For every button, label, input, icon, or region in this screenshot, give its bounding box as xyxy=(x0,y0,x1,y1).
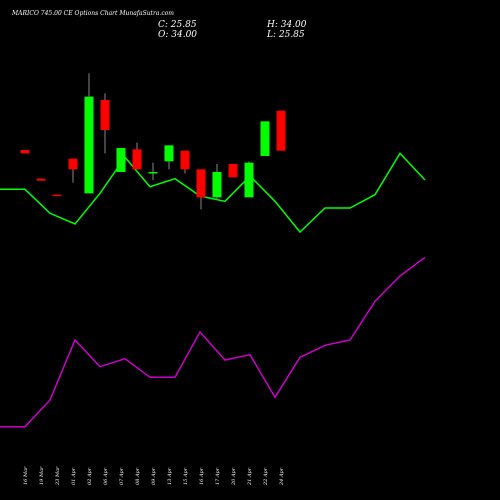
candle-02-apr xyxy=(84,73,94,194)
overlay-lines xyxy=(0,152,426,428)
candle-23-mar xyxy=(52,194,62,197)
low-readout: L: 25.85 xyxy=(266,30,305,40)
x-axis-ticks: 16 Mar 19 Mar 23 Mar 01 Apr 02 Apr 06 Apr 07 A… xyxy=(23,466,285,486)
candle-21-apr xyxy=(244,161,254,198)
high-readout: H: 34.00 xyxy=(266,20,307,30)
candle-20-apr xyxy=(228,164,238,178)
x-tick-label: 02 Apr xyxy=(87,467,93,485)
candle-body xyxy=(244,162,254,198)
x-tick-label: 09 Apr xyxy=(151,467,157,485)
x-tick-label: 07 Apr xyxy=(119,467,125,485)
candle-body xyxy=(276,110,286,151)
candle-09-apr xyxy=(148,162,158,180)
x-tick-label: 19 Mar xyxy=(39,466,45,485)
x-tick-label: 17 Apr xyxy=(215,467,221,485)
candle-body xyxy=(36,178,46,181)
overlay-line-1 xyxy=(0,152,426,234)
candle-body xyxy=(180,150,190,170)
candle-07-apr xyxy=(116,148,126,172)
x-tick-label: 08 Apr xyxy=(135,467,141,485)
candle-body xyxy=(260,121,270,156)
candle-01-apr xyxy=(68,158,78,183)
candle-body xyxy=(228,164,238,178)
x-tick-label: 23 Mar xyxy=(55,466,61,486)
candle-16-mar xyxy=(20,150,30,154)
open-readout: O: 34.00 xyxy=(158,30,197,40)
candle-13-apr xyxy=(164,145,174,170)
x-tick-label: 15 Apr xyxy=(183,467,189,485)
candle-body xyxy=(196,169,206,198)
x-tick-label: 21 Apr xyxy=(247,467,253,486)
candle-body xyxy=(100,100,110,130)
x-tick-label: 13 Apr xyxy=(167,467,173,485)
candle-body xyxy=(164,145,174,162)
candle-19-mar xyxy=(36,178,46,181)
x-tick-label: 20 Apr xyxy=(231,467,237,486)
candle-body xyxy=(20,150,30,154)
candle-body xyxy=(84,96,94,194)
candle-16-apr xyxy=(196,169,206,210)
overlay-line-2 xyxy=(0,256,426,428)
x-tick-label: 16 Apr xyxy=(199,467,205,485)
candle-08-apr xyxy=(132,142,142,170)
x-tick-label: 24 Apr xyxy=(279,467,285,486)
close-readout: C: 25.85 xyxy=(158,20,197,30)
candle-22-apr xyxy=(260,121,270,156)
candle-body xyxy=(116,148,126,172)
x-tick-label: 06 Apr xyxy=(103,467,109,485)
candle-body xyxy=(68,158,78,170)
x-tick-label: 16 Mar xyxy=(23,466,29,485)
chart-title: MARICO 745.00 CE Options Chart MunafaSut… xyxy=(11,10,174,17)
candle-06-apr xyxy=(100,93,110,154)
candle-body xyxy=(148,172,158,174)
x-tick-label: 22 Apr xyxy=(263,467,269,486)
candle-body xyxy=(212,172,222,198)
candle-24-apr xyxy=(276,110,286,151)
candle-15-apr xyxy=(180,150,190,174)
candle-body xyxy=(52,194,62,197)
candles xyxy=(20,73,286,210)
candle-body xyxy=(132,149,142,170)
x-tick-label: 01 Apr xyxy=(71,467,77,485)
candle-17-apr xyxy=(212,164,222,200)
